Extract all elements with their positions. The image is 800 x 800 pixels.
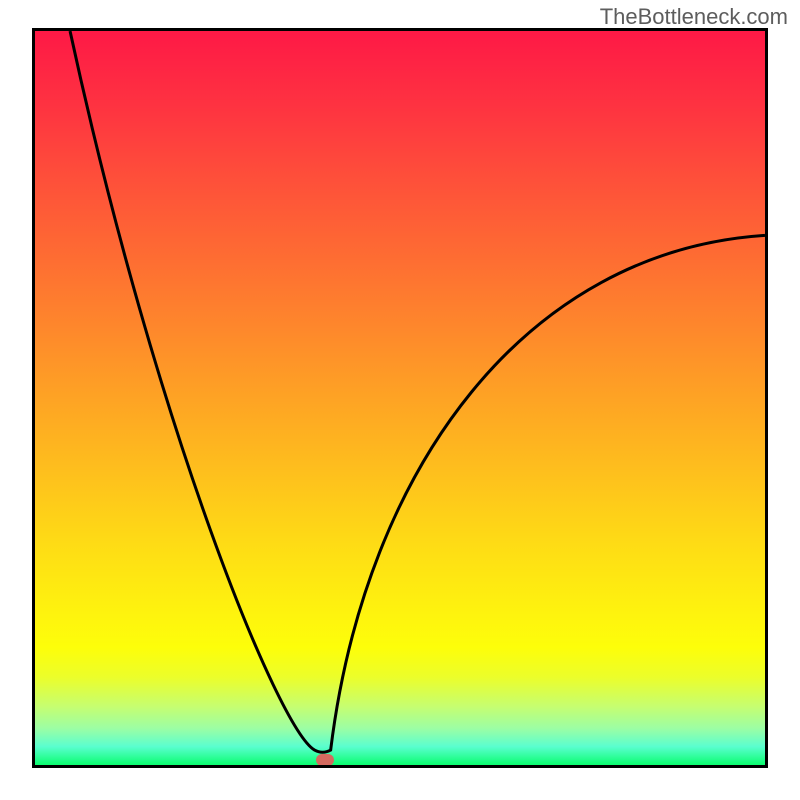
curve-layer	[35, 31, 765, 761]
minimum-marker	[316, 754, 334, 766]
chart-container: TheBottleneck.com	[0, 0, 800, 800]
watermark-text: TheBottleneck.com	[600, 4, 788, 30]
bottleneck-curve	[70, 31, 765, 752]
plot-frame	[32, 28, 768, 768]
